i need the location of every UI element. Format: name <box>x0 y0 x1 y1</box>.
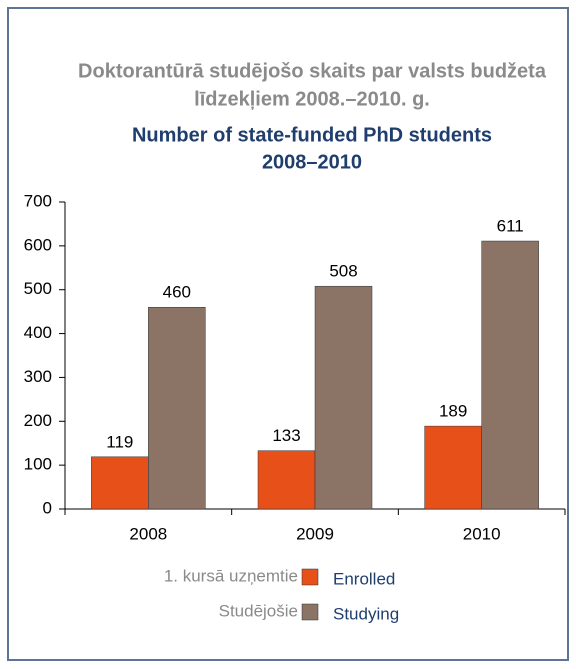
data-label: 189 <box>439 402 467 421</box>
frame <box>7 7 569 661</box>
y-tick-label: 100 <box>24 455 52 474</box>
x-tick-label: 2008 <box>129 524 167 543</box>
legend-label-lv: Studējošie <box>219 601 298 620</box>
legend-swatch <box>301 568 319 586</box>
legend-label: Studying <box>333 604 399 623</box>
y-tick-label: 600 <box>24 235 52 254</box>
y-tick-label: 500 <box>24 279 52 298</box>
data-label: 133 <box>272 426 300 445</box>
legend-swatch <box>301 603 319 621</box>
data-label: 611 <box>497 217 524 236</box>
data-label: 508 <box>329 262 357 281</box>
chart-subtitle: Number of state-funded PhD students <box>132 124 492 146</box>
y-tick-label: 200 <box>24 411 52 430</box>
data-label: 460 <box>163 283 191 302</box>
bar <box>148 307 206 510</box>
legend-label-lv: 1. kursā uzņemtie <box>164 566 298 585</box>
x-tick-label: 2010 <box>463 524 501 543</box>
y-tick-label: 700 <box>24 191 52 210</box>
chart-subtitle: 2008–2010 <box>262 151 362 173</box>
y-tick-label: 400 <box>24 323 52 342</box>
bar <box>424 425 482 510</box>
bar <box>314 285 373 510</box>
bar <box>481 240 539 510</box>
y-tick-label: 300 <box>24 367 52 386</box>
x-tick-label: 2009 <box>296 524 334 543</box>
chart-title: Doktorantūrā studējošo skaits par valsts… <box>78 60 547 82</box>
bar <box>257 450 316 510</box>
bar <box>91 456 149 510</box>
y-tick-label: 0 <box>43 498 52 517</box>
chart-title: līdzekļiem 2008.–2010. g. <box>194 88 430 110</box>
data-label: 119 <box>106 432 133 451</box>
legend-label: Enrolled <box>333 569 395 588</box>
